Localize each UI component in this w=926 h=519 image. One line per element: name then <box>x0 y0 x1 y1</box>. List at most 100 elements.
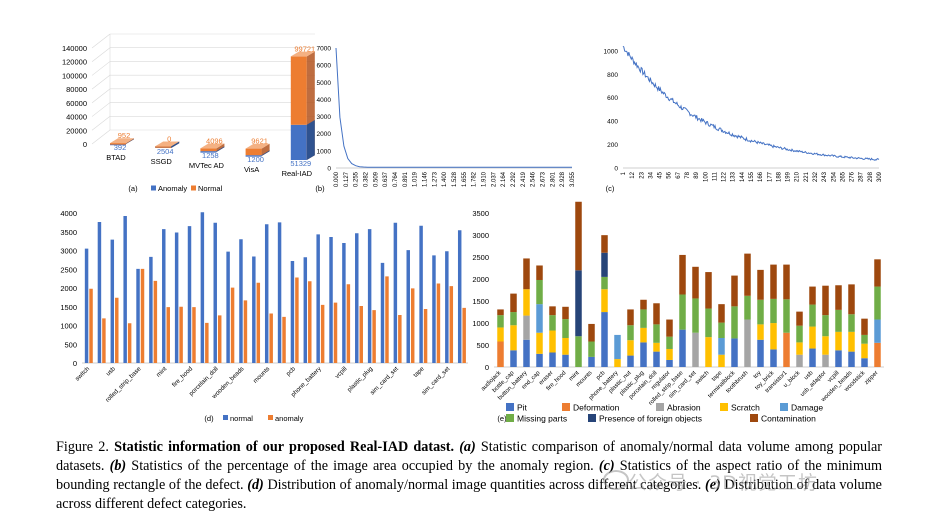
bar-d-normal-22 <box>367 229 372 363</box>
bar-d-normal-18 <box>316 234 320 363</box>
ytick-a-0: 0 <box>83 140 87 149</box>
chart-b: 0 1000 2000 3000 4000 5000 6000 7000 0.000 0.127 0… <box>315 46 576 194</box>
grid-a-2 <box>91 102 111 117</box>
xtick-b-20: 2.546 <box>531 171 537 187</box>
bar-e-3-16 <box>705 337 712 367</box>
xtick-d-26: tape <box>412 365 426 379</box>
label-a-anomaly-1: 2504 <box>157 147 174 156</box>
bar-d-anomaly-1 <box>102 318 106 363</box>
xtick-c-4: 45 <box>658 171 664 178</box>
caption-a-label: (a) <box>459 439 476 455</box>
xtick-b-4: 0.509 <box>373 171 379 187</box>
chart-e: 0500100015002000250030003500audiojackbot… <box>472 201 884 424</box>
xtick-b-7: 0.891 <box>403 171 409 187</box>
bar-e-0-8 <box>601 312 608 367</box>
bar-d-anomaly-23 <box>385 276 389 363</box>
xtick-c-8: 89 <box>694 171 700 178</box>
ytick-b-0: 0 <box>327 166 331 173</box>
caption-b-label: (b) <box>109 458 127 474</box>
xtick-d-16: pcb <box>285 365 297 377</box>
xtick-c-2: 23 <box>639 171 645 178</box>
bar-d-normal-14 <box>264 224 269 363</box>
ytick-a-6: 120000 <box>62 58 87 67</box>
bar-d-normal-15 <box>277 222 282 363</box>
ytick-a-7: 140000 <box>62 44 87 53</box>
chart-c: 0 200 400 600 800 1000 1 12 23 34 45 56 67 78 89 100 111… <box>604 45 883 193</box>
bar-e-0-5 <box>562 354 569 367</box>
panel-label-a: (a) <box>128 184 138 193</box>
ytick-e-3: 1500 <box>472 297 489 306</box>
bar-d-normal-10 <box>213 222 217 363</box>
xtick-c-19: 210 <box>795 171 801 182</box>
bar-e-3-4 <box>549 330 556 353</box>
bar-a-anomaly-2 <box>200 151 217 153</box>
xtick-b-15: 1.910 <box>482 171 488 187</box>
legend-e-swatch-2 <box>656 403 664 411</box>
bar-e-2-23 <box>796 354 803 367</box>
xtick-e-29: zipper <box>864 370 880 386</box>
bar-e-2-19 <box>744 319 751 367</box>
bar-e-7-15 <box>692 266 699 299</box>
label-a-normal-0: 952 <box>118 131 131 140</box>
ytick-e-5: 2500 <box>472 253 489 262</box>
grid-a-6 <box>91 47 111 62</box>
bar-e-3-12 <box>653 342 660 352</box>
xtick-b-13: 1.655 <box>462 171 468 187</box>
grid-a-0 <box>91 129 111 145</box>
bar-e-7-1 <box>510 293 517 313</box>
bar-e-3-24 <box>809 326 816 349</box>
bar-e-7-28 <box>861 318 868 335</box>
bar-a-side-2 <box>216 143 225 152</box>
bar-e-0-10 <box>627 355 634 367</box>
ytick-a-3: 60000 <box>66 99 87 108</box>
legend-e-4: Damage <box>791 403 823 413</box>
legend-d-anomaly: anomaly <box>275 414 304 423</box>
ytick-c-1: 200 <box>607 142 618 149</box>
bar-e-5-11 <box>640 309 647 328</box>
legend-e-swatch-7 <box>750 414 758 422</box>
bar-d-normal-19 <box>329 237 333 363</box>
xtick-b-9: 1.146 <box>423 171 429 187</box>
bar-e-5-13 <box>666 336 673 349</box>
xtick-c-25: 276 <box>850 171 856 182</box>
ytick-d-7: 3500 <box>60 228 77 237</box>
bar-a-anomaly-4 <box>290 124 307 160</box>
xtick-b-3: 0.382 <box>364 171 370 187</box>
bar-e-2-25 <box>822 354 829 367</box>
bar-a-side-anom-4 <box>306 120 315 160</box>
xtick-c-9: 100 <box>703 171 709 182</box>
xtick-d-8: fire_hood <box>171 365 195 389</box>
xtick-c-16: 177 <box>767 171 773 182</box>
ytick-c-0: 0 <box>614 166 618 173</box>
legend-e-2: Abrasion <box>667 403 701 413</box>
caption-e-label: (e) <box>705 477 721 493</box>
caption-figure-label: Figure 2. <box>56 439 109 455</box>
xtick-c-17: 188 <box>776 171 782 182</box>
ytick-d-6: 3000 <box>60 247 77 256</box>
bar-e-3-25 <box>822 336 829 355</box>
bar-d-normal-20 <box>342 243 346 363</box>
ytick-e-2: 1000 <box>472 319 489 328</box>
bar-a-side-anom-1 <box>171 141 180 148</box>
legend-a-normal: Normal <box>198 184 223 193</box>
bar-e-7-8 <box>601 235 608 253</box>
bar-e-7-26 <box>835 285 842 310</box>
xtick-b-19: 2.419 <box>521 171 527 187</box>
bar-e-0-4 <box>549 352 556 367</box>
bar-e-0-26 <box>835 350 842 367</box>
bar-d-normal-8 <box>187 226 192 363</box>
xtick-b-11: 1.400 <box>442 171 448 187</box>
bar-e-5-23 <box>796 325 803 343</box>
xtick-b-14: 1.782 <box>472 171 478 187</box>
xtick-c-1: 12 <box>630 171 636 178</box>
caption-a-text: Statistic comparison of anomaly/normal d… <box>56 439 883 474</box>
xtick-b-0: 0.000 <box>334 171 340 187</box>
bar-e-3-21 <box>770 323 777 350</box>
bar-d-anomaly-8 <box>192 307 196 363</box>
ytick-a-1: 20000 <box>66 126 87 135</box>
bar-e-0-12 <box>653 351 660 367</box>
xtick-e-20: toy <box>753 370 763 380</box>
bar-a-top-3 <box>245 143 270 149</box>
bar-e-5-8 <box>601 276 608 290</box>
panel-label-e: (e) <box>497 414 507 423</box>
